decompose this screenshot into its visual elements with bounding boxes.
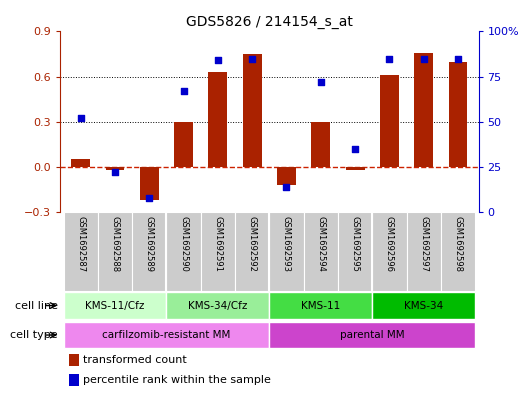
Text: GSM1692596: GSM1692596 bbox=[385, 216, 394, 272]
Text: cell line: cell line bbox=[15, 301, 58, 310]
Point bbox=[454, 55, 462, 62]
Text: GSM1692588: GSM1692588 bbox=[110, 216, 120, 272]
Text: GSM1692592: GSM1692592 bbox=[248, 216, 257, 272]
Bar bbox=[174, 122, 193, 167]
Text: GSM1692591: GSM1692591 bbox=[213, 216, 222, 272]
Bar bbox=[441, 212, 475, 291]
Bar bbox=[64, 292, 166, 319]
Text: GSM1692595: GSM1692595 bbox=[350, 216, 360, 272]
Bar bbox=[106, 167, 124, 170]
Bar bbox=[346, 167, 365, 170]
Point bbox=[214, 57, 222, 64]
Text: GSM1692597: GSM1692597 bbox=[419, 216, 428, 272]
Bar bbox=[372, 212, 406, 291]
Bar bbox=[243, 54, 262, 167]
Point bbox=[385, 55, 394, 62]
Text: KMS-34: KMS-34 bbox=[404, 301, 444, 310]
Bar bbox=[209, 72, 228, 167]
Title: GDS5826 / 214154_s_at: GDS5826 / 214154_s_at bbox=[186, 15, 353, 29]
Bar bbox=[414, 53, 433, 167]
Text: cell type: cell type bbox=[10, 330, 58, 340]
Text: parental MM: parental MM bbox=[340, 330, 405, 340]
Point bbox=[419, 55, 428, 62]
Bar bbox=[269, 292, 372, 319]
Bar bbox=[304, 212, 338, 291]
Text: GSM1692594: GSM1692594 bbox=[316, 216, 325, 272]
Bar bbox=[64, 212, 98, 291]
Bar bbox=[338, 212, 372, 291]
Point bbox=[145, 195, 153, 201]
Bar bbox=[140, 167, 159, 200]
Text: GSM1692589: GSM1692589 bbox=[145, 216, 154, 272]
Bar bbox=[98, 212, 132, 291]
Text: GSM1692598: GSM1692598 bbox=[453, 216, 462, 272]
Point bbox=[76, 115, 85, 121]
Bar bbox=[69, 374, 79, 386]
Text: GSM1692587: GSM1692587 bbox=[76, 216, 85, 272]
Text: transformed count: transformed count bbox=[83, 355, 187, 365]
Bar bbox=[406, 212, 441, 291]
Text: percentile rank within the sample: percentile rank within the sample bbox=[83, 375, 271, 385]
Text: KMS-11/Cfz: KMS-11/Cfz bbox=[85, 301, 145, 310]
Bar bbox=[132, 212, 166, 291]
Bar bbox=[380, 75, 399, 167]
Text: KMS-34/Cfz: KMS-34/Cfz bbox=[188, 301, 247, 310]
Point bbox=[248, 55, 256, 62]
Bar bbox=[235, 212, 269, 291]
Point bbox=[111, 169, 119, 176]
Text: GSM1692590: GSM1692590 bbox=[179, 216, 188, 272]
Bar bbox=[277, 167, 296, 185]
Bar bbox=[449, 62, 468, 167]
Bar bbox=[201, 212, 235, 291]
Bar bbox=[71, 160, 90, 167]
Point bbox=[179, 88, 188, 94]
Bar bbox=[269, 212, 304, 291]
Bar bbox=[372, 292, 475, 319]
Text: KMS-11: KMS-11 bbox=[301, 301, 340, 310]
Point bbox=[351, 146, 359, 152]
Bar bbox=[311, 122, 330, 167]
Bar bbox=[166, 292, 269, 319]
Point bbox=[282, 184, 291, 190]
Text: GSM1692593: GSM1692593 bbox=[282, 216, 291, 272]
Bar bbox=[269, 322, 475, 348]
Point bbox=[316, 79, 325, 85]
Text: carfilzomib-resistant MM: carfilzomib-resistant MM bbox=[103, 330, 231, 340]
Bar bbox=[69, 354, 79, 366]
Bar bbox=[166, 212, 201, 291]
Bar bbox=[64, 322, 269, 348]
